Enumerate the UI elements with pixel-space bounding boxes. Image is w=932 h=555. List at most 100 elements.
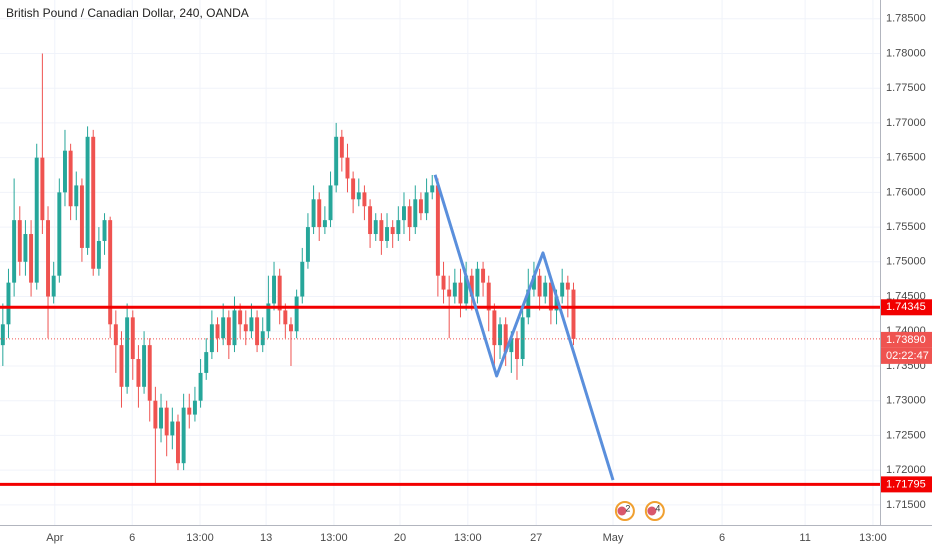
candle-body — [187, 407, 192, 415]
candle-body — [430, 185, 435, 193]
candle-body — [356, 192, 361, 200]
candle-body — [362, 192, 367, 207]
y-tick-label: 1.76500 — [886, 152, 926, 164]
candle-body — [108, 220, 113, 325]
candle-body — [260, 331, 265, 346]
x-tick-label: 20 — [394, 532, 406, 544]
candle-body — [464, 275, 469, 304]
candle-body — [469, 275, 474, 297]
candle-body — [215, 324, 220, 339]
candle-body — [283, 310, 288, 325]
candle-body — [339, 136, 344, 158]
x-tick-label: 13:00 — [454, 532, 482, 544]
candle-body — [317, 199, 322, 228]
x-tick-label: 13:00 — [186, 532, 214, 544]
candle-body — [475, 268, 480, 297]
candle-body — [481, 268, 486, 283]
grid — [0, 0, 880, 525]
candle-body — [91, 136, 96, 269]
y-tick-label: 1.77000 — [886, 117, 926, 129]
candle-body — [571, 289, 576, 339]
candle-body — [289, 324, 293, 332]
candle-body — [159, 407, 164, 429]
x-tick-label: 6 — [719, 532, 725, 544]
candle-body — [373, 220, 378, 235]
candle-body — [543, 282, 548, 297]
candle-body — [29, 234, 34, 283]
candle-body — [520, 317, 525, 360]
y-tick-label: 1.77500 — [886, 82, 926, 94]
candle-body — [192, 400, 197, 415]
current-price-label-bg — [881, 331, 932, 348]
candle-body — [537, 275, 542, 297]
candle-body — [79, 185, 84, 248]
candle-body — [396, 220, 401, 235]
candle-body — [102, 220, 107, 241]
x-tick-label: 11 — [799, 532, 810, 544]
candle-body — [147, 345, 152, 401]
x-tick-label: 27 — [530, 532, 542, 544]
x-tick-label: 13:00 — [320, 532, 348, 544]
event-label: 2 — [625, 503, 630, 513]
candle-body — [226, 317, 231, 346]
candle-body — [300, 261, 305, 297]
candle-body — [424, 192, 429, 214]
candle-body — [294, 296, 299, 332]
candle-body — [249, 317, 254, 332]
candle-body — [322, 220, 327, 228]
candle-body — [565, 282, 570, 290]
chart-title: British Pound / Canadian Dollar, 240, OA… — [6, 6, 249, 20]
y-tick-label: 1.76000 — [886, 186, 926, 198]
candle-body — [379, 220, 384, 241]
candle-body — [17, 220, 22, 262]
candle-body — [0, 324, 5, 346]
candle-body — [390, 227, 395, 235]
event-label: 4 — [655, 503, 660, 513]
event-flag — [647, 506, 657, 516]
candle-body — [548, 282, 553, 311]
candle-body — [23, 234, 28, 262]
y-tick-label: 1.78000 — [886, 47, 926, 59]
pattern-line — [433, 174, 615, 481]
x-tick-label: 13:00 — [859, 532, 887, 544]
candle-body — [311, 199, 316, 228]
candle-body — [40, 157, 45, 221]
candle-body — [441, 275, 446, 290]
candle-body — [368, 206, 373, 235]
level-label-bg — [881, 299, 932, 316]
candle-body — [413, 199, 418, 228]
candle-body — [164, 407, 169, 436]
x-tick-label: 6 — [129, 532, 135, 544]
candle-body — [6, 282, 11, 325]
candle-body — [407, 206, 412, 228]
candle-body — [153, 400, 158, 429]
candle-body — [526, 289, 531, 318]
candle-body — [142, 345, 147, 387]
candle-body — [238, 310, 243, 325]
candle-body — [498, 324, 503, 346]
candle-body — [486, 282, 491, 311]
candle-body — [305, 227, 310, 262]
candle-body — [345, 157, 350, 179]
y-tick-label: 1.71500 — [886, 499, 926, 511]
candle-body — [509, 338, 514, 353]
candle-body — [96, 240, 101, 269]
candle-body — [560, 282, 565, 297]
candle-body — [458, 282, 463, 304]
level-label: 1.74345 — [886, 301, 926, 313]
y-tick-label: 1.72000 — [886, 464, 926, 476]
candle-body — [515, 338, 519, 360]
candle-body — [232, 310, 237, 346]
candle-body — [176, 421, 180, 464]
candle-body — [113, 324, 118, 346]
y-tick-label: 1.73000 — [886, 395, 926, 407]
candle-body — [272, 275, 277, 304]
candle-body — [51, 275, 56, 297]
candle-body — [119, 345, 124, 387]
y-tick-label: 1.72500 — [886, 429, 926, 441]
candle-body — [12, 220, 17, 283]
x-tick-label: May — [603, 532, 624, 544]
